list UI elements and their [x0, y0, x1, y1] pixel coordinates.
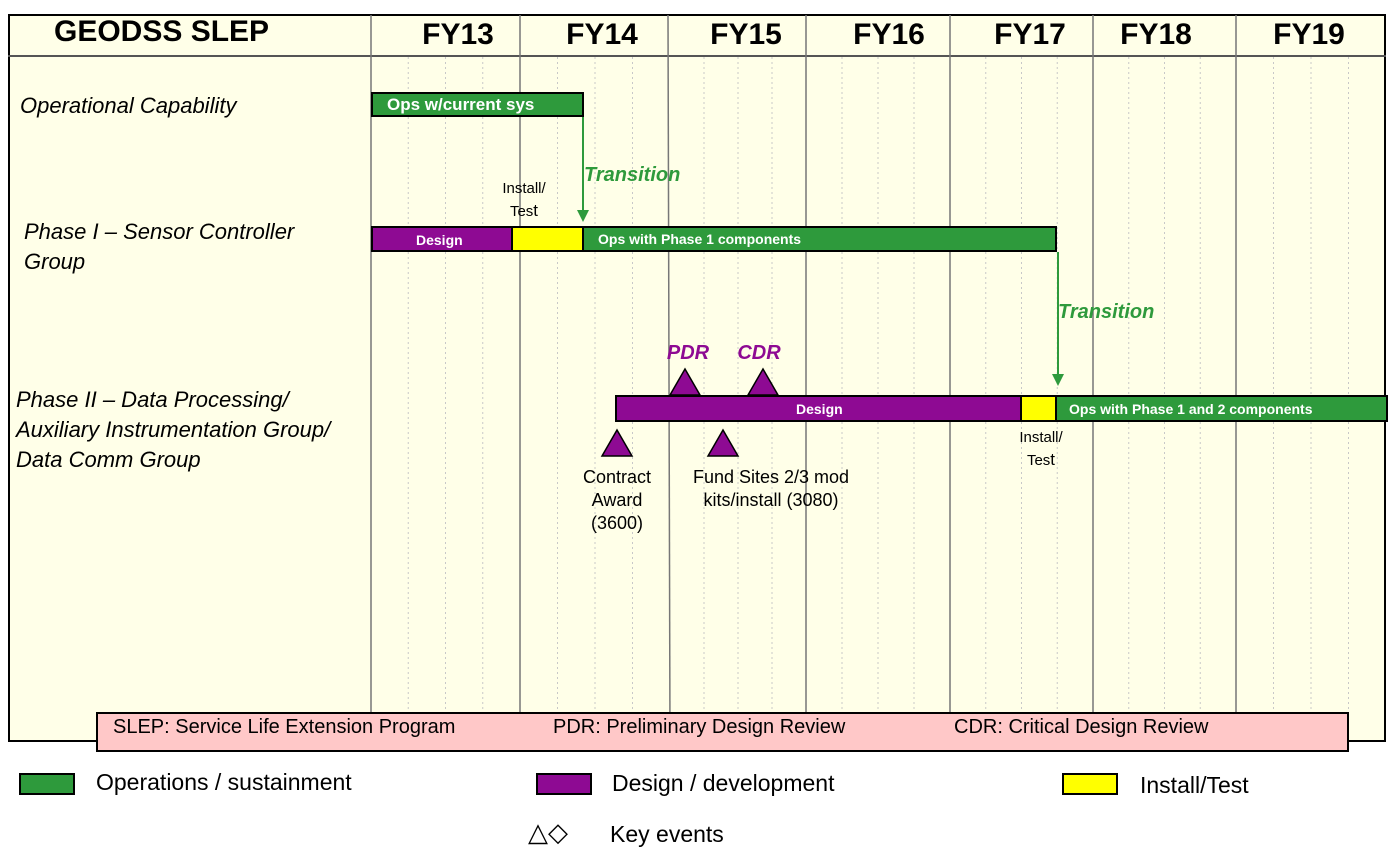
legend-design: Design / development [612, 770, 835, 796]
fy-label: FY15 [710, 18, 782, 51]
transition-label: Transition [584, 164, 681, 186]
event-line: kits/install (3080) [703, 490, 839, 510]
pdr-label: PDR [666, 342, 710, 364]
abbr-slep: SLEP: Service Life Extension Program [113, 716, 456, 738]
legend-swatch-ops [19, 773, 75, 795]
abbreviations-box: SLEP: Service Life Extension Program PDR… [96, 712, 1349, 752]
bar-phase2-design: Design [615, 395, 1023, 422]
contract-award-text: Contract Award (3600) [583, 466, 651, 535]
transition-label: Transition [1058, 301, 1155, 323]
fund-sites-triangle [706, 428, 740, 457]
fund-sites-text: Fund Sites 2/3 mod kits/install (3080) [693, 466, 849, 512]
transition-arrow-head [1052, 374, 1064, 386]
bar-ops-current: Ops w/current sys [371, 92, 584, 117]
bar-label: Design [796, 401, 843, 417]
bar-label: Ops with Phase 1 and 2 components [1069, 401, 1313, 417]
key-events-icons: △◇ [528, 817, 568, 847]
transition-arrow-head [577, 210, 589, 222]
abbr-cdr: CDR: Critical Design Review [954, 716, 1209, 738]
row-label-phase2: Data Comm Group [16, 447, 201, 472]
note-line: Test [1011, 449, 1071, 472]
year-gridline [667, 14, 671, 741]
event-line: (3600) [590, 513, 644, 533]
legend-swatch-design [536, 773, 592, 795]
row-label-phase1: Group [24, 249, 86, 274]
event-line: Fund Sites 2/3 mod [692, 467, 850, 487]
pdr-triangle [668, 367, 702, 396]
install-test-note: Install/ Test [494, 178, 554, 223]
cdr-triangle [746, 367, 780, 396]
row-label-operational: Operational Capability [20, 93, 237, 118]
bar-phase2-install [1020, 395, 1057, 422]
install-test-note: Install/ Test [1011, 427, 1071, 472]
legend-install: Install/Test [1140, 772, 1249, 798]
fy-label: FY17 [994, 18, 1066, 51]
note-line: Install/ [1019, 429, 1063, 446]
note-text: t [1050, 450, 1056, 469]
fy-label: FY13 [422, 18, 494, 51]
bar-phase2-ops: Ops with Phase 1 and 2 components [1055, 395, 1388, 422]
bar-label: Ops w/current sys [387, 95, 535, 114]
note-line: Test [494, 200, 554, 223]
event-line: Award [591, 490, 643, 510]
fy-label: FY14 [566, 18, 638, 51]
contract-award-triangle [600, 428, 634, 457]
note-text: t [533, 201, 539, 220]
bar-phase1-install [511, 226, 584, 252]
legend-swatch-install [1062, 773, 1118, 795]
row-label-phase2: Phase II – Data Processing/ [16, 387, 289, 412]
note-line: Install/ [502, 180, 546, 197]
event-line: Contract [582, 467, 652, 487]
cdr-label: CDR [737, 342, 781, 364]
note-text: Tes [509, 203, 534, 220]
fy-label: FY19 [1273, 18, 1345, 51]
fy-label: FY16 [853, 18, 925, 51]
row-label-phase2: Auxiliary Instrumentation Group/ [16, 417, 331, 442]
bar-phase1-ops: Ops with Phase 1 components [582, 226, 1057, 252]
page-title: GEODSS SLEP [54, 15, 270, 48]
header-divider [8, 55, 1386, 57]
note-text: Tes [1026, 452, 1051, 469]
schedule-frame [8, 14, 1386, 742]
fy-label: FY18 [1120, 18, 1192, 51]
legend-key-events: Key events [610, 821, 724, 847]
bar-label: Design [416, 232, 463, 248]
bar-label: Ops with Phase 1 components [598, 231, 802, 247]
abbr-pdr: PDR: Preliminary Design Review [553, 716, 846, 738]
row-label-phase1: Phase I – Sensor Controller [24, 219, 295, 244]
legend-ops: Operations / sustainment [96, 769, 352, 795]
